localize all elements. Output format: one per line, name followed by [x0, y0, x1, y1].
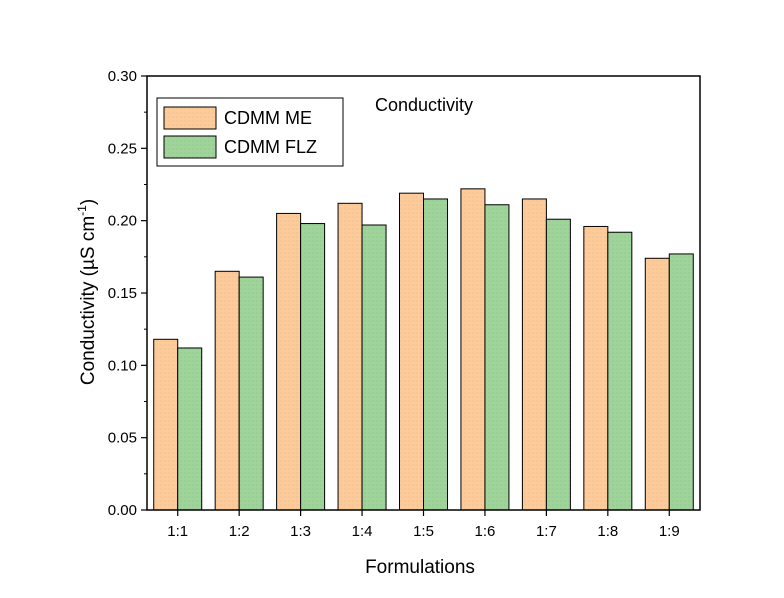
x-tick-label: 1:1 — [167, 523, 188, 540]
y-tick-label: 0.30 — [108, 68, 137, 85]
legend-label: CDMM FLZ — [224, 137, 317, 157]
bar-cdmm-me-1-4 — [337, 202, 363, 511]
y-axis-title-main: Conductivity (µS cm — [78, 216, 99, 385]
bar-cdmm-flz-1-2 — [238, 276, 264, 511]
y-axis-title-sup: -1 — [75, 205, 89, 216]
x-tick-label: 1:4 — [352, 523, 373, 540]
y-axis-title: Conductivity (µS cm-1) — [75, 199, 99, 385]
bar-cdmm-me-1-8 — [583, 225, 609, 511]
bar-cdmm-me-1-1 — [153, 338, 179, 511]
y-tick-label: 0.00 — [108, 502, 137, 519]
bar-cdmm-me-1-3 — [276, 212, 302, 511]
x-tick-label: 1:9 — [659, 523, 680, 540]
bar-cdmm-me-1-7 — [521, 198, 547, 511]
y-tick-label: 0.25 — [108, 140, 137, 157]
bar-cdmm-me-1-5 — [399, 192, 424, 511]
y-tick-label: 0.05 — [108, 430, 137, 447]
bar-cdmm-flz-1-6 — [484, 204, 510, 511]
x-tick-label: 1:7 — [536, 523, 557, 540]
legend: CDMM ME CDMM FLZ — [156, 97, 344, 167]
y-tick-label: 0.20 — [108, 213, 137, 230]
legend-swatch — [163, 135, 217, 159]
ticks-layer: 0.00 0.05 0.10 0.15 0.20 0.25 0.30 1:1 1:2 1:3 1:4… — [108, 68, 680, 540]
bar-cdmm-flz-1-4 — [361, 224, 387, 511]
bar-cdmm-me-1-9 — [644, 257, 670, 511]
y-tick-label: 0.15 — [108, 285, 137, 302]
bar-cdmm-me-1-2 — [214, 270, 240, 511]
x-tick-label: 1:3 — [290, 523, 311, 540]
bar-cdmm-flz-1-8 — [607, 231, 633, 511]
bar-cdmm-flz-1-3 — [300, 223, 326, 511]
x-tick-label: 1:5 — [413, 523, 434, 540]
bar-cdmm-flz-1-9 — [668, 253, 694, 511]
bar-cdmm-flz-1-7 — [545, 218, 571, 511]
x-tick-label: 1:6 — [475, 523, 496, 540]
bar-cdmm-flz-1-5 — [423, 198, 448, 511]
bars-layer — [153, 188, 694, 511]
bar-cdmm-me-1-6 — [460, 188, 486, 511]
chart-annotation: Conductivity — [375, 95, 473, 115]
x-axis-title: Formulations — [365, 557, 475, 578]
legend-label: CDMM ME — [224, 108, 312, 128]
x-tick-label: 1:8 — [597, 523, 618, 540]
y-tick-label: 0.10 — [108, 357, 137, 374]
legend-swatch — [163, 106, 217, 130]
x-tick-label: 1:2 — [229, 523, 250, 540]
bar-cdmm-flz-1-1 — [177, 347, 203, 511]
y-axis-title-tail: ) — [78, 199, 99, 205]
